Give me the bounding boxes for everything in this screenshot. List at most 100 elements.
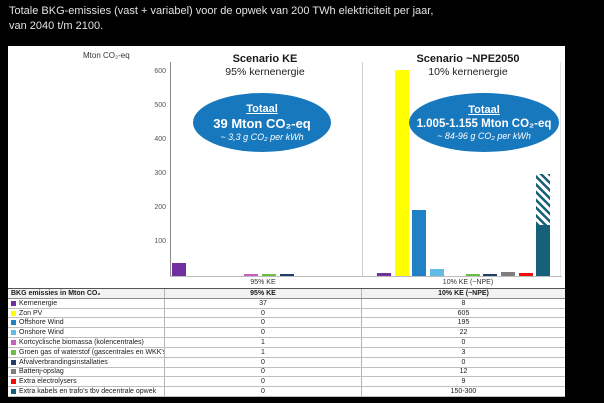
value-10ke-cell: 8 — [461, 299, 466, 307]
table-row: Onshore Wind 0 22 — [8, 328, 565, 339]
legend-swatch — [11, 359, 16, 365]
bar — [262, 274, 276, 276]
total-heading: Totaal — [246, 103, 278, 115]
table-header-label: BKG emissies in Mton CO₂ — [8, 289, 165, 298]
legend-label-cell: Kortcyclische biomassa (kolencentrales) — [8, 338, 165, 347]
value-95ke-cell: 0 — [165, 387, 362, 396]
page-title-line2: van 2040 t/m 2100. — [9, 20, 104, 32]
total-value: 1.005-1.155 Mton CO₂-eq — [416, 118, 552, 130]
table-header-row: BKG emissies in Mton CO₂ 95% KE 10% KE (… — [8, 289, 565, 299]
value-10ke-cell: 150-300 — [450, 388, 477, 396]
bar — [377, 273, 391, 276]
total-heading: Totaal — [468, 104, 500, 116]
value-95ke-cell: 0 — [165, 308, 362, 318]
value-95ke-cell: 0 — [165, 367, 362, 377]
value-95ke-cell: 0 — [165, 318, 362, 328]
bar — [244, 274, 258, 276]
legend-label-cell: Afvalverbrandingsinstallaties — [8, 357, 165, 367]
total-per-kwh: ~ 84-96 g CO₂ per kWh — [437, 131, 531, 141]
legend-swatch — [11, 330, 16, 336]
value-95ke-cell: 0 — [165, 377, 362, 387]
scenario-2-name: Scenario ~NPE2050 — [416, 53, 520, 65]
value-95ke-cell: 0 — [165, 357, 362, 367]
value-95ke-cell: 37 — [165, 298, 362, 308]
legend-label: Groen gas of waterstof (gascentrales en … — [19, 348, 165, 356]
table-row: Afvalverbrandingsinstallaties 0 0 — [8, 357, 565, 368]
table-header-col1: 95% KE — [165, 289, 362, 298]
legend-label: Kernenergie — [19, 299, 58, 307]
legend-swatch — [11, 389, 16, 395]
bar — [536, 225, 550, 276]
y-tick-label: 300 — [154, 170, 166, 177]
plot-right-border — [560, 62, 561, 276]
table-row: Kortcyclische biomassa (kolencentrales) 1… — [8, 338, 565, 348]
legend-swatch — [11, 349, 16, 355]
legend-swatch — [11, 310, 16, 316]
value-95ke-cell: 1 — [165, 338, 362, 347]
table-row: Offshore Wind 0 195 — [8, 318, 565, 329]
legend-label: Kortcyclische biomassa (kolencentrales) — [19, 338, 144, 346]
legend-label: Extra kabels en trafo's tbv decentrale o… — [19, 388, 157, 396]
legend-label-cell: Groen gas of waterstof (gascentrales en … — [8, 347, 165, 357]
legend-label-cell: Kernenergie — [8, 298, 165, 308]
value-95ke-cell: 0 — [165, 328, 362, 338]
value-10ke-cell: 0 — [461, 338, 466, 346]
bar — [501, 272, 515, 276]
scenario-2-subtitle: 10% kernenergie — [428, 66, 508, 78]
scenario-1-header: Scenario KE 95% kernenergie — [175, 53, 355, 78]
legend-label: Afvalverbrandingsinstallaties — [19, 358, 108, 366]
y-tick-label: 500 — [154, 102, 166, 109]
value-95ke-cell: 1 — [165, 347, 362, 357]
legend-label-cell: Onshore Wind — [8, 328, 165, 338]
y-tick-label: 600 — [154, 68, 166, 75]
value-10ke-cell: 0 — [461, 358, 466, 366]
legend-label-cell: Extra electrolysers — [8, 377, 165, 387]
legend-label-cell: Zon PV — [8, 308, 165, 318]
x-axis-line — [170, 276, 562, 277]
scenario-2-header: Scenario ~NPE2050 10% kernenergie — [373, 53, 563, 78]
scenario-divider-line — [362, 62, 363, 276]
table-row: Zon PV 0 605 — [8, 308, 565, 319]
bar — [519, 273, 533, 276]
legend-label-cell: Extra kabels en trafo's tbv decentrale o… — [8, 387, 165, 396]
table-row: Batterij-opslag 0 12 — [8, 367, 565, 378]
bar — [395, 70, 409, 276]
bar — [483, 274, 497, 276]
legend-label-cell: Offshore Wind — [8, 318, 165, 328]
legend-table: BKG emissies in Mton CO₂ 95% KE 10% KE (… — [8, 288, 565, 397]
scenario-1-name: Scenario KE — [232, 53, 298, 65]
total-per-kwh: ~ 3,3 g CO₂ per kWh — [220, 132, 304, 142]
value-10ke-cell: 12 — [459, 368, 468, 376]
group-2-axis-label: 10% KE (~NPE) — [442, 279, 494, 286]
bar — [280, 274, 294, 276]
table-row: Extra kabels en trafo's tbv decentrale o… — [8, 387, 565, 397]
legend-label: Onshore Wind — [19, 329, 64, 337]
legend-swatch — [11, 369, 16, 375]
page-title-line1: Totale BKG-emissies (vast + variabel) vo… — [9, 5, 434, 17]
total-value: 39 Mton CO₂-eq — [213, 116, 311, 131]
bar — [412, 210, 426, 276]
scenario-1-subtitle: 95% kernenergie — [225, 66, 305, 78]
legend-label: Batterij-opslag — [19, 368, 64, 376]
page-title: Totale BKG-emissies (vast + variabel) vo… — [9, 4, 599, 34]
value-10ke-cell: 3 — [461, 348, 466, 356]
value-10ke-cell: 605 — [457, 309, 470, 317]
legend-swatch — [11, 300, 16, 306]
bar-range-hatched — [536, 174, 550, 225]
scenario-2-total-callout: Totaal 1.005-1.155 Mton CO₂-eq ~ 84-96 g… — [409, 93, 559, 152]
table-row: Extra electrolysers 0 9 — [8, 377, 565, 388]
legend-label: Extra electrolysers — [19, 378, 77, 386]
legend-label-cell: Batterij-opslag — [8, 367, 165, 377]
value-10ke-cell: 195 — [457, 319, 470, 327]
bar — [430, 269, 444, 276]
y-tick-label: 400 — [154, 136, 166, 143]
chart-panel: Mton CO₂-eq 100 200 300 400 500 600 Scenario … — [8, 46, 565, 397]
legend-swatch — [11, 379, 16, 385]
legend-swatch — [11, 320, 16, 326]
bar — [466, 274, 480, 276]
y-axis-line — [170, 62, 171, 276]
y-tick-label: 100 — [154, 238, 166, 245]
legend-label: Zon PV — [19, 309, 43, 317]
group-1-axis-label: 95% KE — [250, 279, 276, 286]
